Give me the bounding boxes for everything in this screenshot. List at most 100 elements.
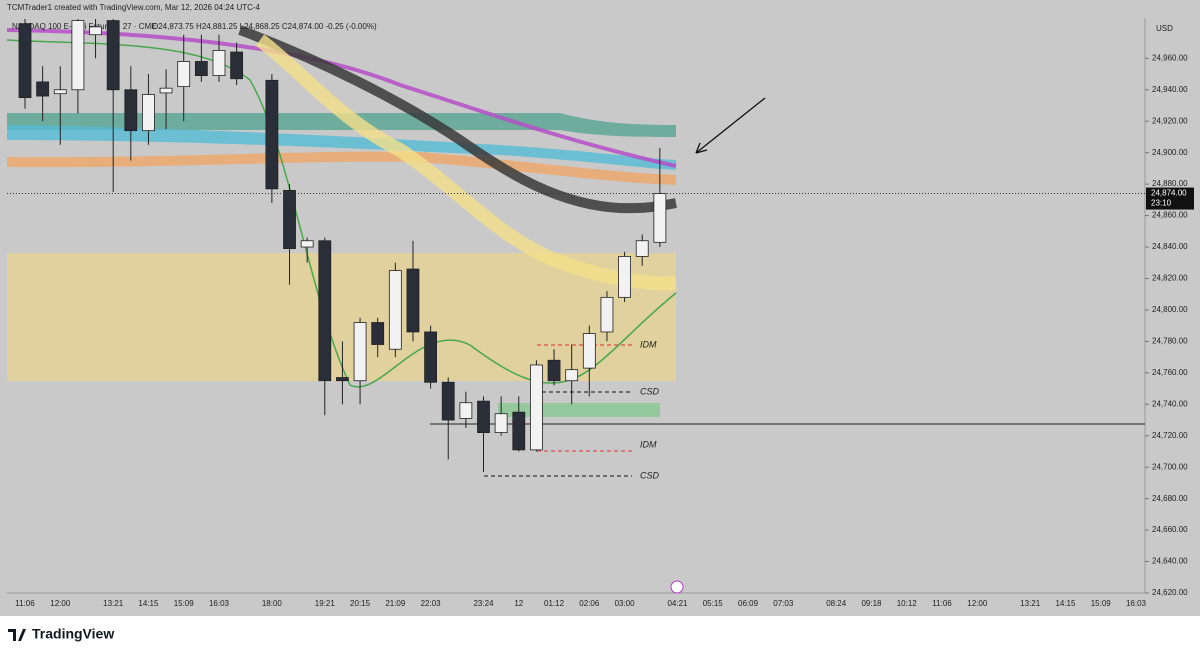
x-tick-label: 09:18 [861, 599, 882, 608]
y-tick-label: 24,680.00 [1152, 494, 1188, 503]
x-tick-label: 13:21 [103, 599, 124, 608]
last-price-label: 24,874.00 [1151, 189, 1187, 198]
x-tick-label: 15:09 [174, 599, 195, 608]
y-tick-label: 24,700.00 [1152, 462, 1188, 471]
y-tick-label: 24,960.00 [1152, 53, 1188, 62]
candle-body [653, 193, 667, 243]
last-price-box [1146, 187, 1194, 210]
candle-body [318, 240, 332, 382]
y-tick-label: 24,720.00 [1152, 431, 1188, 440]
x-tick-label: 10:12 [897, 599, 918, 608]
x-tick-label: 18:00 [262, 599, 283, 608]
x-tick-label: 07:03 [773, 599, 794, 608]
y-tick-label: 24,940.00 [1152, 85, 1188, 94]
candle-body [618, 256, 631, 298]
candle-body [635, 240, 649, 257]
y-tick-label: 24,880.00 [1152, 179, 1188, 188]
candle-body [159, 87, 173, 94]
y-tick-label: 24,840.00 [1152, 242, 1188, 251]
candle-body [547, 359, 561, 382]
candle-body [177, 61, 191, 88]
countdown: 23:10 [1151, 199, 1172, 208]
candle-body [18, 23, 32, 99]
y-tick-label: 24,660.00 [1152, 525, 1188, 534]
x-tick-label: 14:15 [138, 599, 159, 608]
orange-band [7, 151, 676, 185]
x-tick-label: 21:09 [385, 599, 406, 608]
candle-body [353, 322, 367, 382]
candle-body [565, 369, 579, 382]
yellow-band [255, 34, 677, 291]
candle-body [142, 94, 155, 132]
y-tick-label: 24,820.00 [1152, 274, 1188, 283]
x-tick-label: 15:09 [1091, 599, 1112, 608]
x-tick-label: 22:03 [421, 599, 442, 608]
brand: TradingView [32, 626, 114, 642]
candles [18, 19, 667, 472]
indicators [6, 25, 1145, 594]
candle-body [124, 89, 138, 132]
x-tick-label: 23:24 [473, 599, 494, 608]
x-tick-label: 03:00 [615, 599, 636, 608]
annotation: CSD [640, 470, 660, 480]
x-tick-label: 12:00 [967, 599, 988, 608]
x-tick-label: 05:15 [703, 599, 724, 608]
y-tick-label: 24,860.00 [1152, 211, 1188, 220]
candle-body [494, 413, 508, 433]
x-tick-label: 11:06 [15, 599, 35, 608]
x-tick-label: 02:06 [579, 599, 600, 608]
x-tick-label: 12 [514, 599, 523, 608]
candle-body [371, 322, 385, 345]
arrow-shaft [695, 97, 766, 154]
candle-body [36, 81, 50, 97]
black-band [238, 25, 677, 214]
annotation: IDM [640, 339, 657, 349]
y-tick-label: 24,740.00 [1152, 399, 1188, 408]
x-tick-label: 14:15 [1055, 599, 1076, 608]
candle-body [530, 364, 543, 451]
candle-body [406, 268, 420, 333]
logo-mark [8, 629, 26, 641]
annotation: IDM [640, 439, 657, 449]
y-tick-label: 24,640.00 [1152, 557, 1188, 566]
x-tick-label: 20:15 [350, 599, 371, 608]
y-tick-label: 24,780.00 [1152, 336, 1188, 345]
ohlc: O24,873.75 H24,881.25 L24,868.25 C24,874… [152, 22, 377, 31]
candle-body [300, 240, 314, 248]
currency: USD [1156, 24, 1173, 33]
candle-body [512, 411, 526, 451]
x-tick-label: 16:03 [1126, 599, 1147, 608]
candle-body [89, 26, 102, 36]
footer-background [0, 616, 1200, 654]
candle-body [424, 331, 438, 383]
annotation: CSD [640, 386, 660, 396]
candle-body [388, 270, 402, 350]
x-tick-label: 13:21 [1020, 599, 1041, 608]
candle-body [459, 402, 473, 419]
x-tick-label: 04:21 [667, 599, 688, 608]
y-tick-label: 24,800.00 [1152, 305, 1188, 314]
x-tick-label: 11:06 [932, 599, 952, 608]
candle-body [106, 20, 120, 91]
x-tick-label: 19:21 [315, 599, 336, 608]
candle-body [53, 89, 67, 95]
x-tick-label: 06:09 [738, 599, 759, 608]
blue-band [7, 125, 676, 170]
candle-body [230, 51, 244, 80]
candle-body [265, 79, 279, 190]
candle-body [600, 296, 614, 333]
candle-body [194, 61, 208, 77]
candle-body [71, 20, 85, 91]
supply-zone [7, 253, 676, 381]
candle-body [582, 333, 596, 369]
candle-body [477, 400, 490, 433]
x-tick-label: 01:12 [544, 599, 565, 608]
x-tick-label: 12:00 [50, 599, 71, 608]
y-tick-label: 24,620.00 [1152, 588, 1188, 597]
y-tick-label: 24,760.00 [1152, 368, 1188, 377]
tradingview-logo: TradingView [8, 626, 114, 642]
event-icon [670, 580, 684, 594]
x-tick-label: 08:24 [826, 599, 847, 608]
candle-body [336, 377, 349, 382]
